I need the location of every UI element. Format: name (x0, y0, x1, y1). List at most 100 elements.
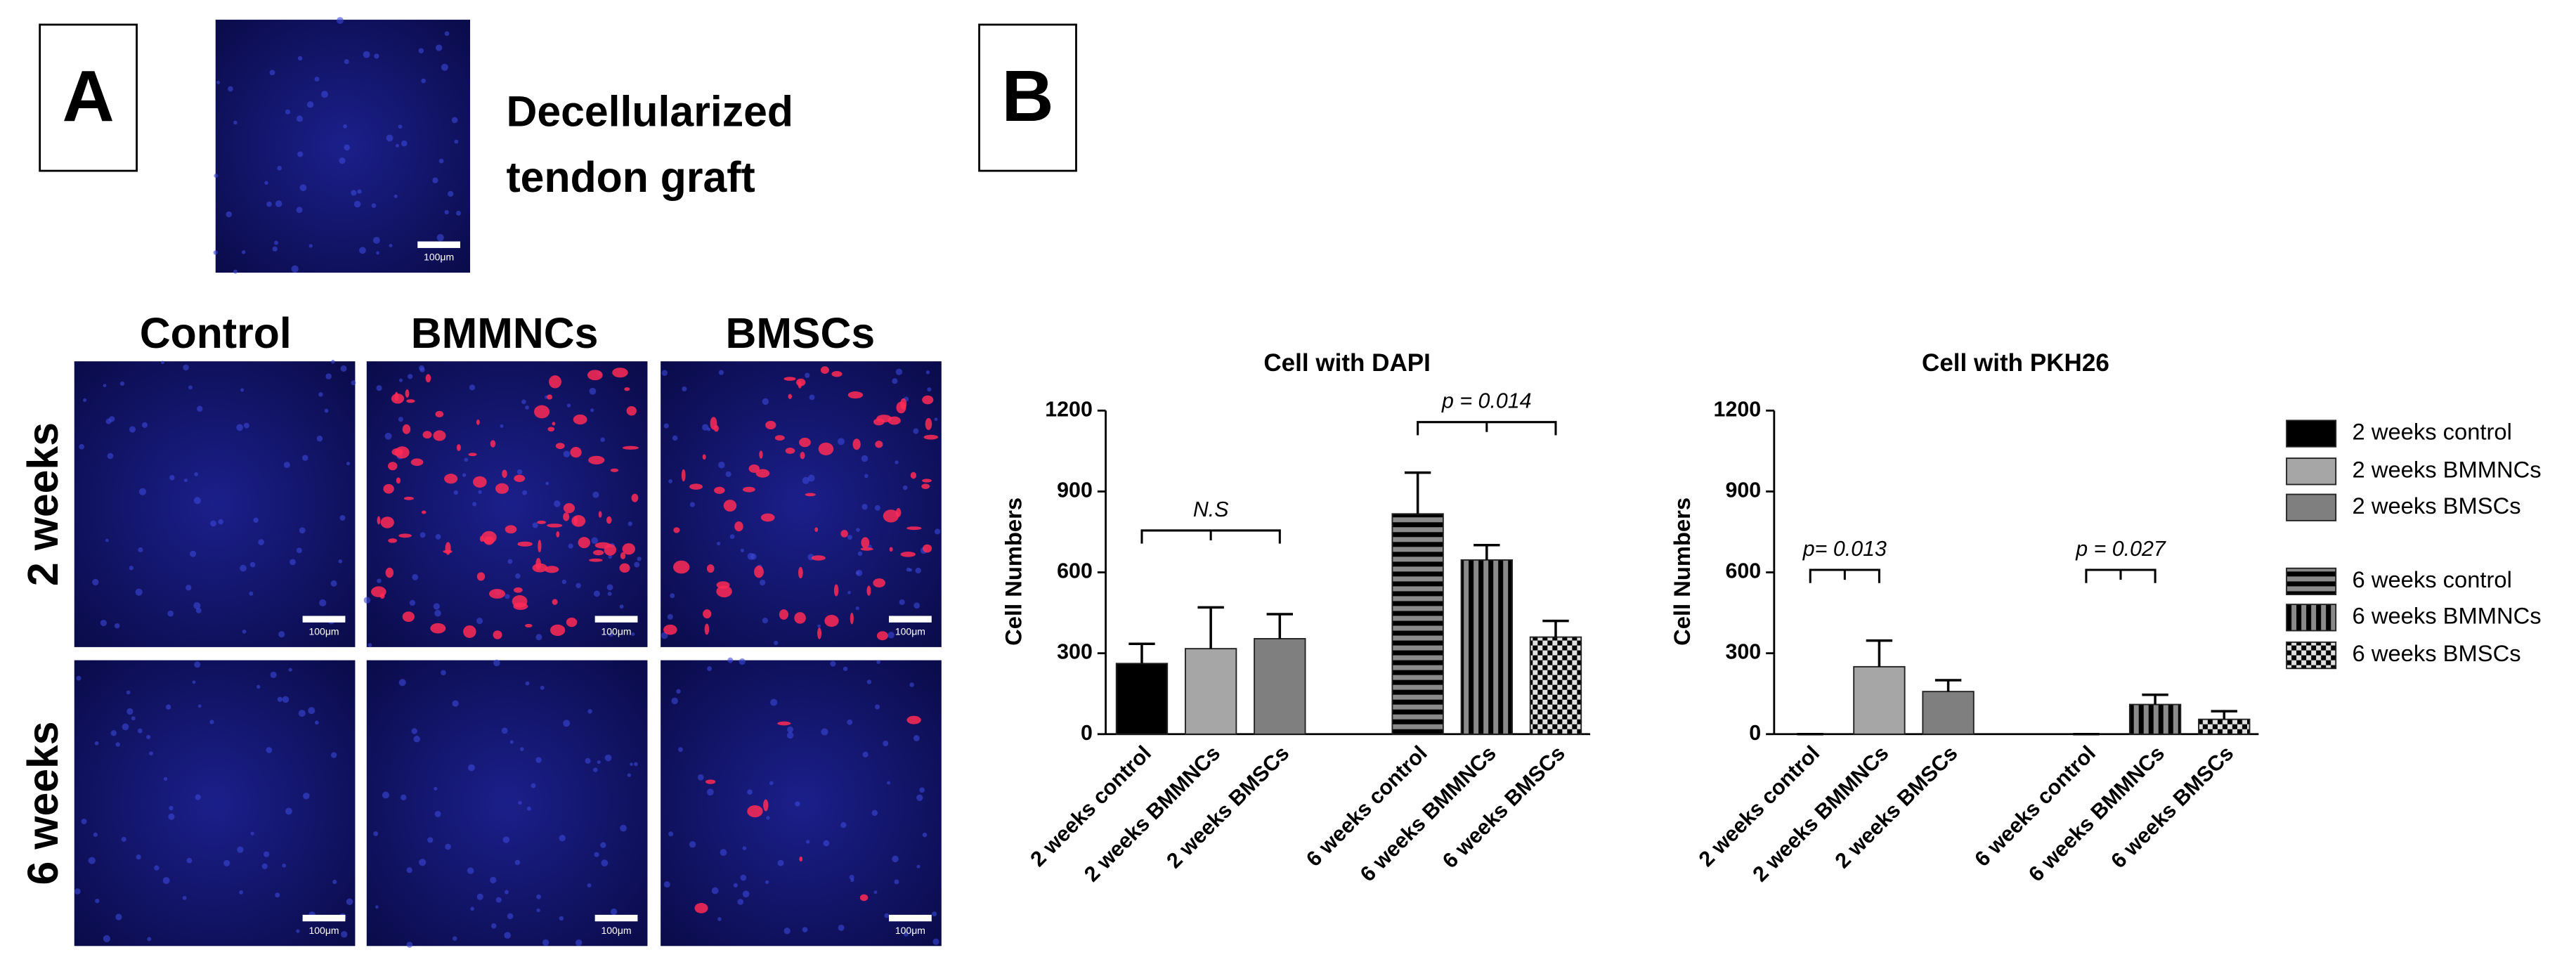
y-tick-label: 900 (1057, 478, 1093, 502)
nucleus (455, 210, 461, 216)
label-signal (798, 381, 802, 389)
nucleus (398, 417, 403, 422)
label-signal (422, 431, 432, 439)
nucleus (532, 522, 538, 528)
nucleus (283, 462, 290, 469)
row-header: 2 weeks (19, 422, 67, 586)
nucleus (103, 935, 110, 942)
nucleus (398, 124, 403, 129)
nucleus (288, 668, 292, 672)
nucleus (344, 144, 351, 151)
nucleus (591, 537, 599, 544)
nucleus (876, 660, 880, 664)
label-signal (587, 370, 603, 381)
nucleus (718, 461, 725, 469)
label-signal (479, 535, 484, 542)
label-signal (402, 611, 415, 623)
nucleus (697, 774, 704, 781)
nucleus (436, 44, 443, 51)
label-signal (799, 856, 803, 862)
label-signal (433, 430, 446, 441)
nucleus (515, 573, 521, 579)
label-signal (490, 440, 496, 448)
nucleus (363, 51, 370, 58)
label-signal (710, 417, 717, 430)
micrographs: 100μm 100μm 100μm 100μm 100μm 100μm 100μm (74, 17, 942, 948)
y-tick-label: 300 (1725, 640, 1761, 664)
label-signal (702, 454, 706, 460)
y-tick-label: 1200 (1045, 397, 1093, 421)
nucleus (916, 794, 923, 801)
nucleus (575, 939, 583, 947)
column-header: BMSCs (725, 309, 875, 357)
nucleus (606, 584, 613, 591)
nucleus (742, 890, 750, 898)
legend-label: 2 weeks control (2353, 419, 2512, 445)
label-signal (394, 391, 398, 401)
nucleus (141, 422, 148, 428)
scale-bar-label: 100μm (308, 925, 339, 936)
nucleus (398, 679, 406, 687)
nucleus (344, 59, 349, 65)
nucleus (100, 619, 107, 627)
y-axis-label: Cell Numbers (1669, 497, 1695, 646)
nucleus (807, 474, 815, 482)
nucleus (895, 368, 903, 375)
nucleus (521, 399, 526, 405)
caption: tendon graft (506, 153, 755, 201)
nucleus (525, 681, 530, 686)
label-signal (403, 496, 414, 500)
nucleus (194, 472, 199, 476)
nucleus (119, 381, 125, 386)
nucleus (739, 658, 746, 665)
label-signal (788, 394, 793, 399)
label-signal (371, 586, 386, 597)
y-tick-label: 0 (1081, 721, 1093, 745)
nucleus (861, 504, 868, 510)
scale-bar-label: 100μm (424, 252, 454, 263)
nucleus (671, 697, 678, 705)
nucleus (855, 606, 859, 611)
label-signal (921, 483, 930, 490)
label-signal (620, 552, 626, 559)
legend-swatch (2286, 641, 2337, 670)
nucleus (264, 181, 268, 186)
legend-label: 2 weeks BMMNCs (2353, 456, 2542, 482)
nucleus (299, 184, 307, 192)
nucleus (884, 913, 890, 918)
micrograph (661, 660, 942, 947)
annotation: p = 0.027 (2075, 537, 2166, 561)
bar (2128, 703, 2182, 735)
nucleus (371, 203, 377, 208)
scale-bar-label: 100μm (601, 626, 631, 637)
nucleus (315, 720, 319, 725)
label-signal (755, 469, 770, 478)
nucleus (296, 207, 303, 214)
label-signal (847, 391, 864, 399)
scale-bar (417, 241, 461, 248)
nucleus (507, 913, 514, 920)
nucleus (384, 432, 392, 440)
label-signal (820, 366, 829, 374)
nucleus (847, 590, 851, 594)
legend-swatch (2286, 493, 2337, 521)
nucleus (535, 634, 542, 641)
nucleus (341, 931, 348, 938)
nucleus (242, 629, 247, 634)
nucleus (278, 631, 285, 638)
bar (1853, 665, 1906, 735)
label-signal (552, 422, 556, 426)
nucleus (559, 916, 564, 921)
nucleus (866, 679, 872, 684)
nucleus (351, 380, 356, 386)
x-tick-label: 6 weeks control (1301, 741, 1431, 871)
label-signal (861, 537, 870, 549)
label-signal (505, 525, 517, 534)
nucleus (126, 708, 134, 715)
nucleus (502, 836, 510, 843)
nucleus (913, 735, 920, 741)
nucleus (149, 751, 153, 756)
label-signal (488, 589, 505, 599)
label-signal (794, 612, 806, 624)
label-signal (545, 566, 559, 573)
